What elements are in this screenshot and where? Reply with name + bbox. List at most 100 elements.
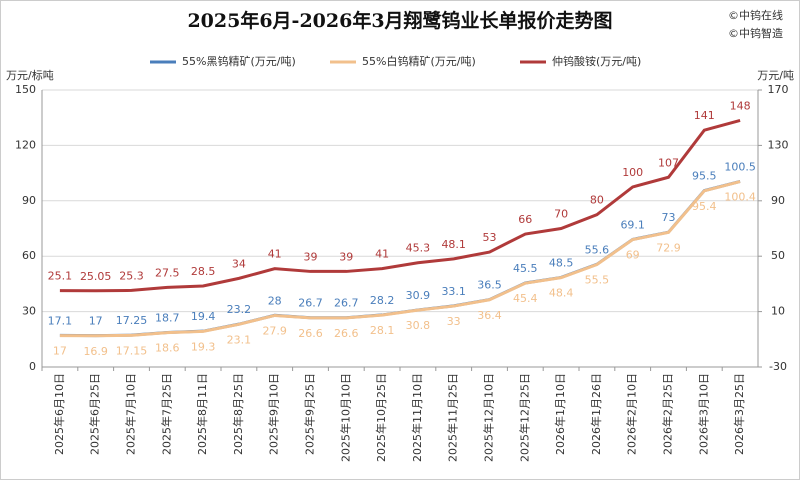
data-label: 72.9 — [656, 241, 681, 254]
data-label: 17.1 — [48, 314, 73, 327]
legend-label: 55%黑钨精矿(万元/吨) — [182, 55, 296, 68]
data-label: 26.6 — [334, 327, 359, 340]
data-label: 69.1 — [620, 218, 645, 231]
x-tick-label: 2025年8月11日 — [195, 373, 209, 455]
data-label: 48.4 — [549, 287, 574, 300]
data-label: 25.1 — [48, 270, 73, 283]
data-label: 26.7 — [298, 297, 323, 310]
x-tick-label: 2026年2月10日 — [625, 373, 639, 455]
x-tick-label: 2026年3月25日 — [732, 373, 746, 455]
y-tick-label: 150 — [15, 83, 36, 96]
data-label: 36.5 — [477, 279, 502, 292]
data-label: 27.5 — [155, 266, 180, 279]
x-tick-label: 2025年10月25日 — [374, 373, 388, 462]
series-line — [59, 180, 741, 338]
x-tick-label: 2025年12月10日 — [482, 373, 496, 462]
y2-axis-title: 万元/吨 — [757, 69, 794, 82]
x-tick-label: 2025年8月25日 — [231, 373, 245, 455]
x-tick-label: 2025年7月25日 — [159, 373, 173, 455]
data-label: 48.1 — [441, 238, 466, 251]
data-label: 28.5 — [191, 265, 216, 278]
y-tick-label: 60 — [22, 249, 36, 262]
x-tick-label: 2025年11月10日 — [410, 373, 424, 462]
x-tick-label: 2025年12月25日 — [517, 373, 531, 462]
data-label: 33.1 — [441, 285, 466, 298]
x-tick-label: 2025年11月25日 — [446, 373, 460, 462]
y2-tick-label: 90 — [771, 194, 785, 207]
data-label: 28 — [268, 294, 282, 307]
y-tick-label: 120 — [15, 138, 36, 151]
data-label: 27.9 — [262, 324, 287, 337]
data-label: 28.1 — [370, 324, 395, 337]
data-label: 19.3 — [191, 340, 216, 353]
data-label: 23.2 — [227, 303, 252, 316]
x-tick-label: 2025年6月10日 — [52, 373, 66, 455]
y2-tick-label: -30 — [769, 360, 787, 373]
data-label: 45.5 — [513, 262, 538, 275]
data-label: 16.9 — [83, 345, 108, 358]
data-label: 36.4 — [477, 309, 502, 322]
copyright: ©中钨智造 — [728, 26, 783, 40]
data-label: 18.6 — [155, 342, 180, 355]
x-tick-label: 2026年1月26日 — [589, 373, 603, 455]
data-label: 39 — [339, 250, 353, 263]
data-label: 17 — [53, 345, 67, 358]
data-label: 70 — [554, 208, 568, 221]
data-label: 95.4 — [692, 200, 717, 213]
data-label: 41 — [268, 248, 282, 261]
data-label: 45.4 — [513, 292, 538, 305]
data-label: 41 — [375, 248, 389, 261]
data-label: 23.1 — [227, 333, 252, 346]
legend-label: 仲钨酸铵(万元/吨) — [552, 54, 641, 68]
y-tick-label: 90 — [22, 194, 36, 207]
x-tick-label: 2026年1月10日 — [553, 373, 567, 455]
data-label: 25.05 — [80, 270, 112, 283]
x-tick-label: 2025年9月25日 — [303, 373, 317, 455]
data-label: 17 — [89, 315, 103, 328]
data-label: 148 — [730, 99, 751, 112]
x-tick-label: 2025年6月25日 — [88, 373, 102, 455]
data-label: 100.5 — [724, 160, 756, 173]
data-label: 30.9 — [406, 289, 431, 302]
data-label: 48.5 — [549, 256, 574, 269]
data-label: 30.8 — [406, 319, 431, 332]
series-line — [59, 119, 741, 293]
data-label: 25.3 — [119, 269, 144, 282]
legend-label: 55%白钨精矿(万元/吨) — [362, 54, 476, 68]
y2-tick-label: 10 — [771, 305, 785, 318]
x-tick-label: 2025年10月10日 — [338, 373, 352, 462]
data-label: 19.4 — [191, 310, 216, 323]
data-label: 55.6 — [585, 243, 610, 256]
y2-tick-label: 130 — [768, 138, 789, 151]
chart-title: 2025年6月-2026年3月翔鹭钨业长单报价走势图 — [187, 9, 612, 32]
y2-tick-label: 50 — [771, 249, 785, 262]
data-label: 26.6 — [298, 327, 323, 340]
x-tick-label: 2025年9月10日 — [267, 373, 281, 455]
data-label: 39 — [304, 250, 318, 263]
data-label: 80 — [590, 194, 604, 207]
data-label: 66 — [518, 213, 532, 226]
data-label: 73 — [662, 211, 676, 224]
data-label: 17.15 — [116, 344, 148, 357]
x-tick-label: 2026年3月10日 — [696, 373, 710, 455]
copyright: ©中钨在线 — [728, 8, 783, 22]
data-label: 141 — [694, 109, 715, 122]
data-label: 17.25 — [116, 314, 148, 327]
y-tick-label: 30 — [22, 305, 36, 318]
y-axis-title: 万元/标吨 — [6, 68, 54, 82]
data-label: 100 — [622, 166, 643, 179]
data-label: 53 — [483, 231, 497, 244]
data-label: 33 — [447, 315, 461, 328]
y-tick-label: 0 — [29, 360, 36, 373]
data-label: 18.7 — [155, 311, 180, 324]
data-label: 28.2 — [370, 294, 395, 307]
data-label: 55.5 — [585, 274, 610, 287]
data-label: 69 — [626, 249, 640, 262]
x-tick-label: 2026年2月25日 — [661, 373, 675, 455]
data-label: 100.4 — [724, 191, 756, 204]
y2-tick-label: 170 — [768, 83, 789, 96]
data-label: 107 — [658, 156, 679, 169]
data-label: 34 — [232, 257, 246, 270]
